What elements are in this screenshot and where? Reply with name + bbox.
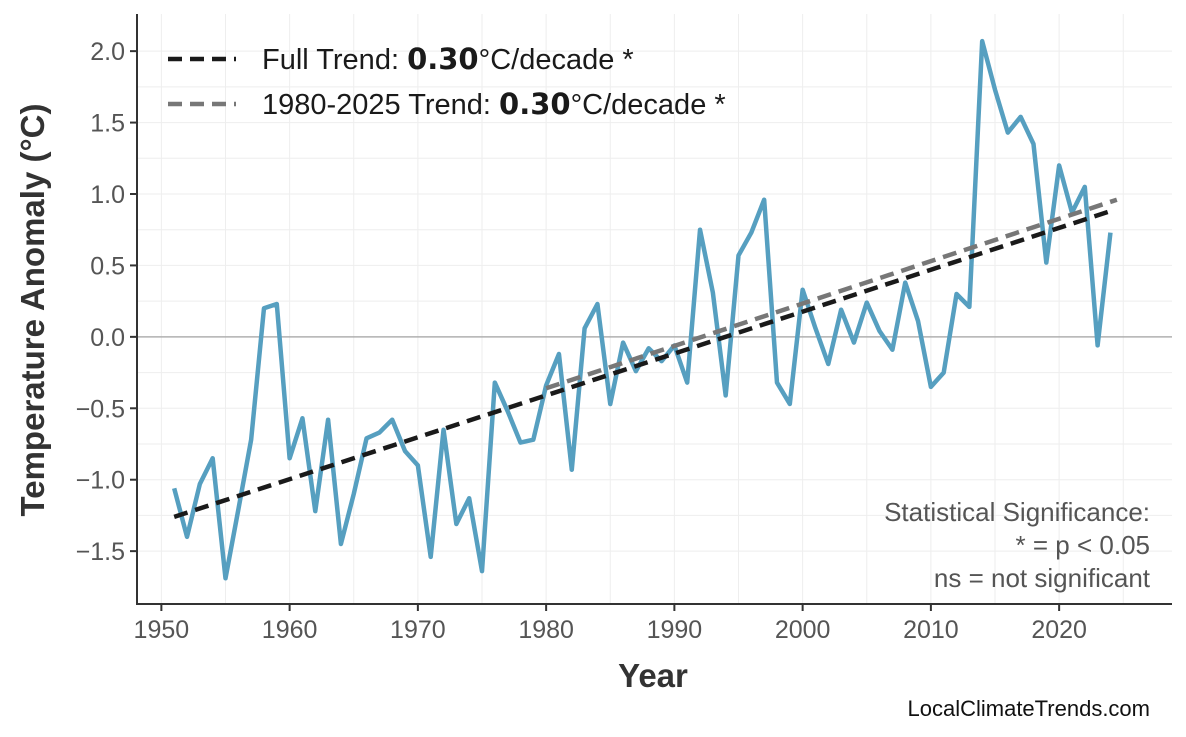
significance-title: Statistical Significance: — [884, 497, 1150, 527]
y-tick-label: −0.5 — [76, 395, 125, 423]
axes: −1.5 −1.0 −0.5 0.0 0.5 1.0 1.5 2.0 1950 1960 1970 1… — [76, 14, 1172, 644]
y-tick-label: −1.0 — [76, 467, 125, 495]
x-tick-label: 2010 — [903, 616, 959, 644]
significance-ns: ns = not significant — [934, 563, 1151, 593]
y-tick-label: 2.0 — [90, 38, 125, 66]
watermark: LocalClimateTrends.com — [908, 696, 1151, 721]
y-tick-label: 0.0 — [90, 324, 125, 352]
y-tick-label: 1.5 — [90, 110, 125, 138]
y-axis-label: Temperature Anomaly (°C) — [14, 104, 51, 517]
legend-label-full-trend: Full Trend: 0.30°C/decade * — [262, 42, 634, 76]
x-tick-label: 1990 — [647, 616, 703, 644]
recent-trend-line — [545, 197, 1118, 391]
y-tick-label: 0.5 — [90, 252, 125, 280]
x-tick-label: 2020 — [1031, 616, 1087, 644]
marks — [172, 38, 1118, 581]
anomaly-line — [172, 38, 1113, 581]
full-trend-line — [173, 209, 1112, 519]
x-tick-label: 1950 — [134, 616, 190, 644]
x-axis-label: Year — [618, 657, 688, 694]
legend-label-recent-trend: 1980-2025 Trend: 0.30°C/decade * — [262, 87, 726, 121]
x-tick-label: 2000 — [775, 616, 831, 644]
legend: Full Trend: 0.30°C/decade * 1980-2025 Tr… — [168, 42, 726, 121]
y-tick-label: 1.0 — [90, 181, 125, 209]
x-tick-label: 1970 — [390, 616, 446, 644]
x-tick-label: 1960 — [262, 616, 318, 644]
significance-note: Statistical Significance: * = p < 0.05 n… — [884, 497, 1151, 593]
grid — [137, 14, 1172, 604]
significance-star: * = p < 0.05 — [1016, 530, 1150, 560]
x-tick-label: 1980 — [518, 616, 574, 644]
y-tick-label: −1.5 — [76, 538, 125, 566]
